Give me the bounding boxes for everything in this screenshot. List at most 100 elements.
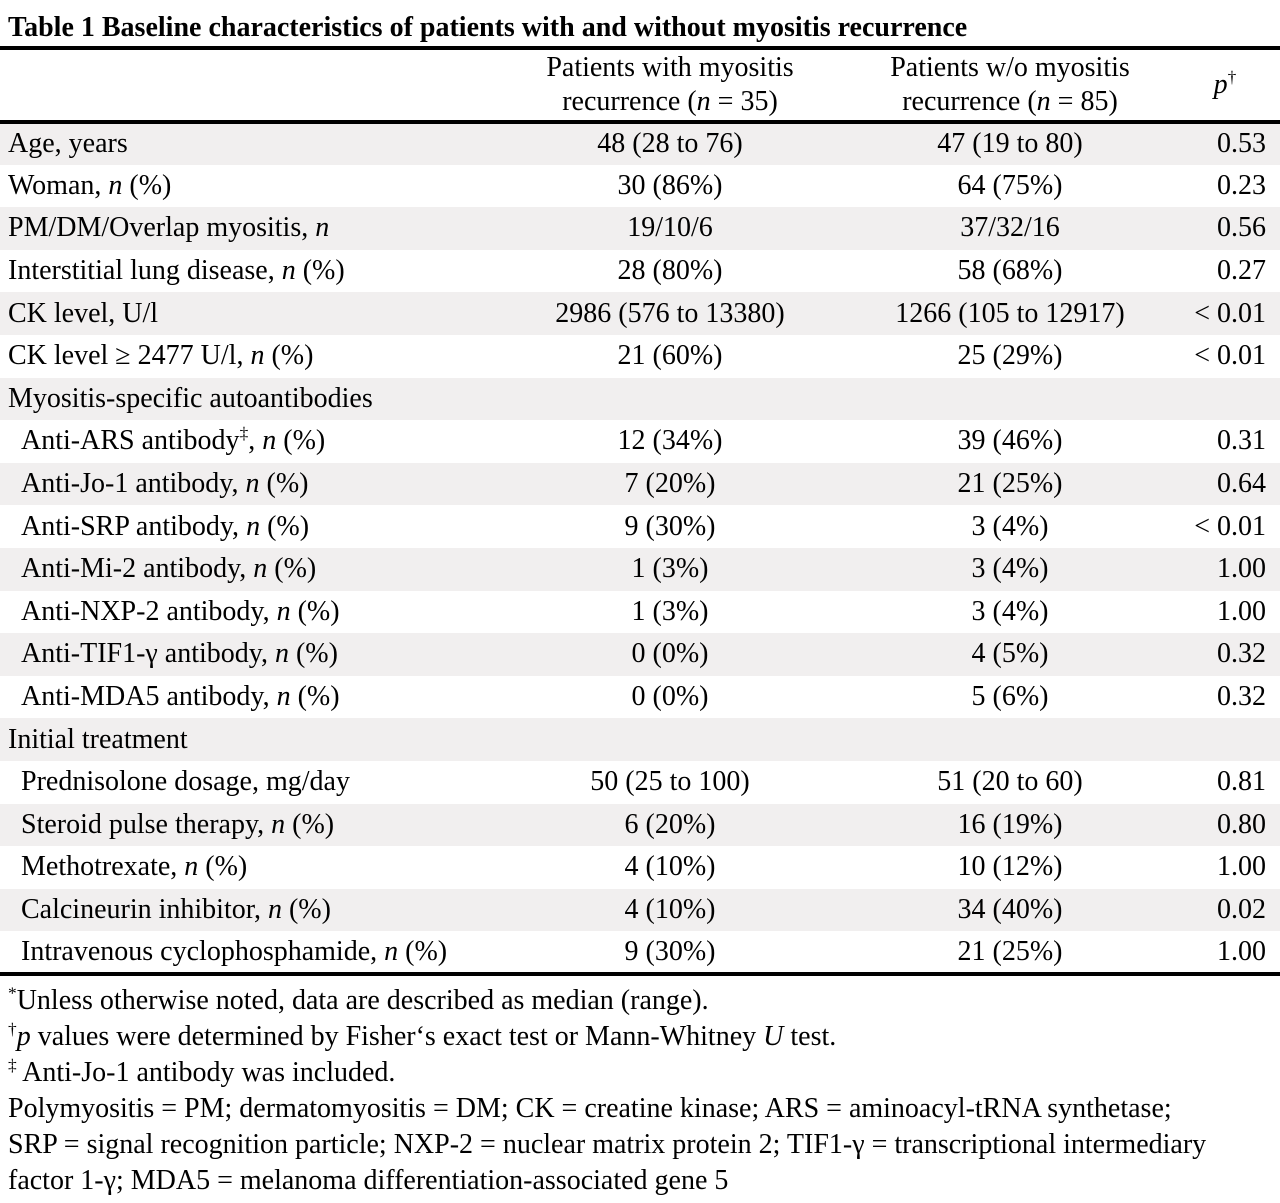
value-without-recurrence: 34 (40%) (957, 893, 1063, 925)
table-row: Interstitial lung disease, n (%) 28 (80%)… (0, 250, 1280, 293)
row-label: Anti-MDA5 antibody, n (%) (21, 681, 340, 713)
footnote-line: †p values were determined by Fisher‘s ex… (8, 1019, 837, 1052)
table-title: Table 1 Baseline characteristics of pati… (8, 12, 968, 43)
value-without-recurrence: 5 (6%) (971, 681, 1049, 713)
section-label: Initial treatment (8, 723, 188, 755)
value-with-recurrence: 1 (3%) (631, 553, 709, 585)
row-label: CK level, U/l (8, 297, 159, 329)
value-without-recurrence: 1266 (105 to 12917) (895, 297, 1125, 329)
row-label: Woman, n (%) (8, 169, 172, 201)
table-row: Calcineurin inhibitor, n (%) 4 (10%) 34 (4… (0, 888, 1280, 932)
p-value: 0.31 (1217, 425, 1266, 457)
header-line: recurrence (n = 85) (902, 86, 1118, 117)
value-with-recurrence: 19/10/6 (627, 212, 713, 244)
value-without-recurrence: 4 (5%) (971, 638, 1049, 670)
row-label: Anti-Jo-1 antibody, n (%) (21, 468, 309, 500)
section-row: Initial treatment (0, 718, 1280, 761)
row-label: Calcineurin inhibitor, n (%) (21, 893, 331, 925)
value-with-recurrence: 4 (10%) (624, 851, 716, 883)
table-row: Anti-Jo-1 antibody, n (%) 7 (20%) 21 (25%)… (0, 462, 1280, 506)
value-without-recurrence: 64 (75%) (957, 169, 1063, 201)
value-without-recurrence: 39 (46%) (957, 425, 1063, 457)
p-value: 0.32 (1217, 681, 1266, 713)
p-value: 1.00 (1217, 851, 1266, 883)
header-characteristic (0, 50, 500, 124)
value-with-recurrence: 28 (80%) (617, 255, 723, 287)
table-row: Intravenous cyclophosphamide, n (%) 9 (30… (0, 931, 1280, 974)
header-without-recurrence: Patients w/o myositis recurrence (n = 85… (840, 50, 1180, 124)
row-label: Interstitial lung disease, n (%) (8, 255, 345, 287)
value-with-recurrence: 9 (30%) (624, 935, 716, 967)
p-value: 0.23 (1217, 169, 1266, 201)
p-value: < 0.01 (1194, 340, 1266, 372)
value-with-recurrence: 48 (28 to 76) (597, 128, 743, 160)
p-value: < 0.01 (1194, 510, 1266, 542)
row-label: Anti-NXP-2 antibody, n (%) (21, 595, 340, 627)
p-value: 0.27 (1217, 255, 1266, 287)
p-value: < 0.01 (1194, 297, 1266, 329)
value-without-recurrence: 16 (19%) (957, 808, 1063, 840)
value-without-recurrence: 51 (20 to 60) (937, 766, 1083, 798)
value-with-recurrence: 50 (25 to 100) (590, 766, 750, 798)
table-row: Anti-Mi-2 antibody, n (%) 1 (3%) 3 (4%) 1.0… (0, 547, 1280, 591)
value-with-recurrence: 1 (3%) (631, 595, 709, 627)
table-row: Steroid pulse therapy, n (%) 6 (20%) 16 (1… (0, 803, 1280, 847)
footnote-line: SRP = signal recognition particle; NXP-2… (8, 1128, 1207, 1160)
footnotes: *Unless otherwise noted, data are descri… (0, 976, 1280, 1199)
table-row: Woman, n (%) 30 (86%) 64 (75%) 0.23 (0, 165, 1280, 208)
value-without-recurrence: 3 (4%) (971, 510, 1049, 542)
p-value: 0.81 (1217, 766, 1266, 798)
baseline-characteristics-table: Patients with myositis recurrence (n = 3… (0, 50, 1280, 976)
value-with-recurrence: 6 (20%) (624, 808, 716, 840)
table-row: CK level, U/l 2986 (576 to 13380) 1266 (10… (0, 292, 1280, 335)
value-without-recurrence: 21 (25%) (957, 935, 1063, 967)
table-row: PM/DM/Overlap myositis, n 19/10/6 37/32/16… (0, 207, 1280, 250)
header-line: recurrence (n = 35) (562, 86, 778, 117)
table-row: Anti-SRP antibody, n (%) 9 (30%) 3 (4%) < 0… (0, 505, 1280, 548)
value-without-recurrence: 21 (25%) (957, 468, 1063, 500)
value-with-recurrence: 7 (20%) (624, 468, 716, 500)
table-row: Methotrexate, n (%) 4 (10%) 10 (12%) 1.00 (0, 846, 1280, 889)
value-without-recurrence: 47 (19 to 80) (937, 128, 1083, 160)
row-label: Steroid pulse therapy, n (%) (21, 808, 335, 840)
p-value: 0.64 (1217, 468, 1266, 500)
p-value: 0.80 (1217, 808, 1266, 840)
table-row: Age, years 48 (28 to 76) 47 (19 to 80) 0.53 (0, 122, 1280, 165)
footnote-line: ‡ Anti-Jo-1 antibody was included. (8, 1055, 396, 1088)
table-row: Anti-MDA5 antibody, n (%) 0 (0%) 5 (6%) 0.3… (0, 676, 1280, 719)
p-label: p† (1213, 67, 1237, 100)
title-rule (0, 46, 1280, 50)
row-label: Methotrexate, n (%) (21, 851, 248, 883)
value-without-recurrence: 25 (29%) (957, 340, 1063, 372)
row-label: Anti-SRP antibody, n (%) (21, 510, 310, 542)
header-p-value: p† (1180, 50, 1280, 124)
row-label: CK level ≥ 2477 U/l, n (%) (8, 340, 314, 372)
row-label: Prednisolone dosage, mg/day (21, 766, 350, 798)
header-with-recurrence: Patients with myositis recurrence (n = 3… (500, 50, 840, 124)
p-value: 0.53 (1217, 128, 1266, 160)
table-row: Anti-ARS antibody‡, n (%) 12 (34%) 39 (46%… (0, 420, 1280, 463)
value-without-recurrence: 10 (12%) (957, 851, 1063, 883)
footnote-line: *Unless otherwise noted, data are descri… (8, 983, 709, 1016)
row-label: Anti-Mi-2 antibody, n (%) (21, 553, 317, 585)
value-without-recurrence: 58 (68%) (957, 255, 1063, 287)
value-without-recurrence: 3 (4%) (971, 553, 1049, 585)
p-value: 0.02 (1217, 893, 1266, 925)
footnote-line: Polymyositis = PM; dermatomyositis = DM;… (8, 1092, 1172, 1124)
header-line: Patients with myositis (546, 52, 794, 83)
p-value: 0.32 (1217, 638, 1266, 670)
value-without-recurrence: 37/32/16 (960, 212, 1060, 244)
footnote-line: factor 1-γ; MDA5 = melanoma differentiat… (8, 1164, 729, 1196)
table-row: Anti-NXP-2 antibody, n (%) 1 (3%) 3 (4%) 1.… (0, 591, 1280, 634)
section-label: Myositis-specific autoantibodies (8, 382, 373, 414)
table-body: Age, years 48 (28 to 76) 47 (19 to 80) 0.53… (0, 122, 1280, 974)
value-with-recurrence: 30 (86%) (617, 169, 723, 201)
value-with-recurrence: 4 (10%) (624, 893, 716, 925)
p-value: 1.00 (1217, 553, 1266, 585)
table-row: CK level ≥ 2477 U/l, n (%) 21 (60%) 25 (29… (0, 335, 1280, 378)
row-label: Intravenous cyclophosphamide, n (%) (21, 935, 448, 967)
row-label: PM/DM/Overlap myositis, n (8, 212, 330, 244)
value-with-recurrence: 2986 (576 to 13380) (555, 297, 785, 329)
row-label: Anti-TIF1-γ antibody, n (%) (21, 638, 338, 670)
section-row: Myositis-specific autoantibodies (0, 377, 1280, 421)
